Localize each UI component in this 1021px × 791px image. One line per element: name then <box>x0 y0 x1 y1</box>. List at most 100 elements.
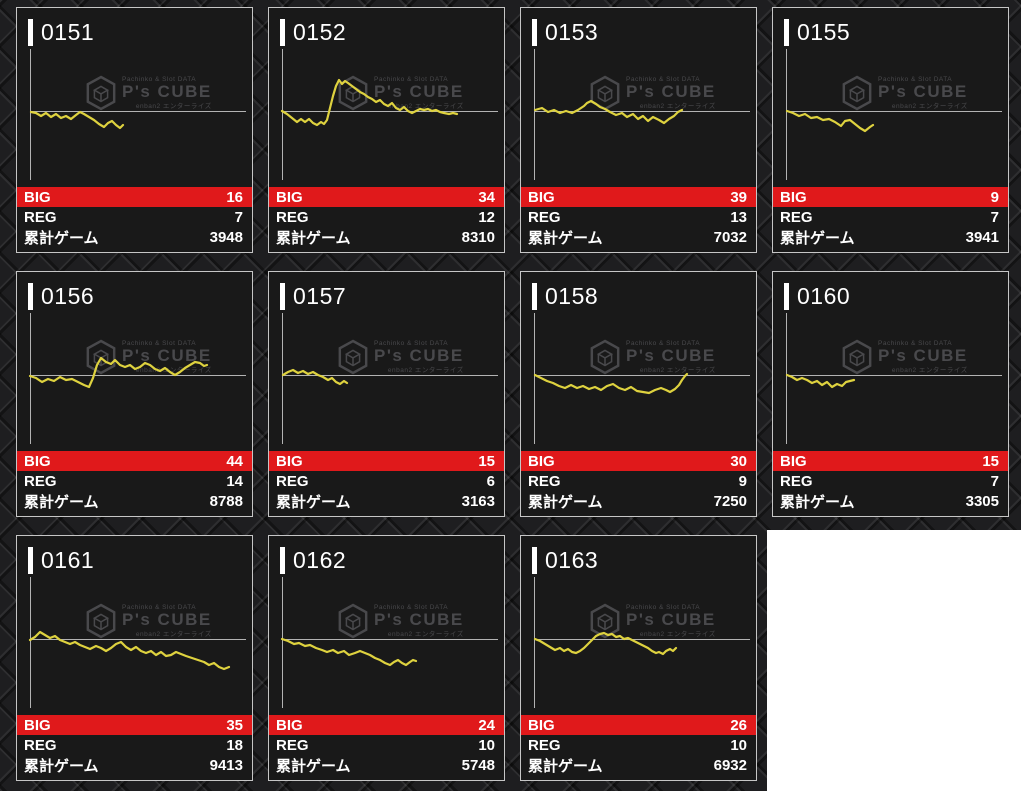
slump-graph <box>785 49 1002 180</box>
ps-cube-logo-icon <box>86 75 116 111</box>
slump-graph <box>280 49 498 180</box>
watermark-bottom: enban2 エンターライズ <box>135 631 212 638</box>
total-games-label: 累計ゲーム <box>528 229 603 247</box>
total-games-label: 累計ゲーム <box>528 493 603 511</box>
watermark: Pachinko & Slot DATA P's CUBE enban2 エンタ… <box>337 75 464 111</box>
machine-number: 0158 <box>545 283 599 309</box>
stats: BIG 15 REG 6 累計ゲーム 3163 <box>269 451 504 511</box>
machine-number: 0156 <box>41 283 95 309</box>
total-games-label: 累計ゲーム <box>276 493 351 511</box>
big-label: BIG <box>24 188 51 206</box>
big-value: 15 <box>982 452 999 470</box>
total-games-label: 累計ゲーム <box>528 757 603 775</box>
graph-line <box>29 110 125 130</box>
machine-number: 0155 <box>797 19 851 45</box>
watermark-bottom: enban2 エンターライズ <box>639 367 716 374</box>
watermark-main: P's CUBE <box>122 346 212 365</box>
reg-row: REG 14 <box>17 471 252 491</box>
total-games-row: 累計ゲーム 7250 <box>521 491 756 511</box>
machine-card[interactable]: 0153 Pachinko & Slot DATA P's CUBE enban… <box>520 7 757 253</box>
machine-card[interactable]: 0157 Pachinko & Slot DATA P's CUBE enban… <box>268 271 505 517</box>
graph-line <box>533 99 684 125</box>
slump-graph <box>28 313 246 444</box>
ps-cube-logo-icon <box>86 603 116 639</box>
watermark-main: P's CUBE <box>374 82 464 101</box>
watermark-main: P's CUBE <box>878 82 968 101</box>
big-row: BIG 26 <box>521 715 756 735</box>
graph-line <box>281 368 349 386</box>
watermark-bottom: enban2 エンターライズ <box>891 367 968 374</box>
big-value: 15 <box>478 452 495 470</box>
total-games-value: 5748 <box>461 756 495 774</box>
watermark: Pachinko & Slot DATA P's CUBE enban2 エンタ… <box>85 75 212 111</box>
header-bar <box>28 19 33 46</box>
graph-line <box>28 356 209 389</box>
watermark-top: Pachinko & Slot DATA <box>374 76 449 83</box>
big-row: BIG 9 <box>773 187 1008 207</box>
ps-cube-logo-icon <box>842 339 872 375</box>
machine-card[interactable]: 0162 Pachinko & Slot DATA P's CUBE enban… <box>268 535 505 781</box>
total-games-value: 3941 <box>965 228 999 246</box>
graph-line <box>280 78 459 127</box>
machine-card[interactable]: 0163 Pachinko & Slot DATA P's CUBE enban… <box>520 535 757 781</box>
card-header: 0153 <box>532 19 598 46</box>
machine-number: 0157 <box>293 283 347 309</box>
big-label: BIG <box>276 716 303 734</box>
big-value: 9 <box>990 188 999 206</box>
big-row: BIG 35 <box>17 715 252 735</box>
total-games-row: 累計ゲーム 3948 <box>17 227 252 247</box>
header-bar <box>280 283 285 310</box>
total-games-value: 7032 <box>713 228 747 246</box>
reg-value: 7 <box>990 472 999 490</box>
watermark-top: Pachinko & Slot DATA <box>626 76 701 83</box>
machine-card[interactable]: 0152 Pachinko & Slot DATA P's CUBE enban… <box>268 7 505 253</box>
big-label: BIG <box>276 452 303 470</box>
stats: BIG 9 REG 7 累計ゲーム 3941 <box>773 187 1008 247</box>
machine-grid: 0151 Pachinko & Slot DATA P's CUBE enban… <box>16 7 1009 781</box>
watermark-top: Pachinko & Slot DATA <box>878 76 953 83</box>
reg-label: REG <box>528 736 561 754</box>
machine-card[interactable]: 0160 Pachinko & Slot DATA P's CUBE enban… <box>772 271 1009 517</box>
ps-cube-logo-icon <box>338 603 368 639</box>
card-header: 0160 <box>784 283 850 310</box>
big-label: BIG <box>24 452 51 470</box>
reg-value: 13 <box>730 208 747 226</box>
reg-value: 6 <box>486 472 495 490</box>
watermark-bottom: enban2 エンターライズ <box>891 103 968 110</box>
header-bar <box>784 283 789 310</box>
big-value: 35 <box>226 716 243 734</box>
card-header: 0156 <box>28 283 94 310</box>
big-row: BIG 24 <box>269 715 504 735</box>
watermark: Pachinko & Slot DATA P's CUBE enban2 エンタ… <box>337 339 464 375</box>
reg-row: REG 13 <box>521 207 756 227</box>
slump-graph <box>533 313 750 444</box>
header-bar <box>532 283 537 310</box>
machine-card[interactable]: 0158 Pachinko & Slot DATA P's CUBE enban… <box>520 271 757 517</box>
watermark: Pachinko & Slot DATA P's CUBE enban2 エンタ… <box>85 603 212 639</box>
stats: BIG 39 REG 13 累計ゲーム 7032 <box>521 187 756 247</box>
big-row: BIG 15 <box>269 451 504 471</box>
watermark: Pachinko & Slot DATA P's CUBE enban2 エンタ… <box>337 603 464 639</box>
machine-card[interactable]: 0155 Pachinko & Slot DATA P's CUBE enban… <box>772 7 1009 253</box>
watermark-top: Pachinko & Slot DATA <box>374 340 449 347</box>
reg-label: REG <box>528 208 561 226</box>
slump-graph <box>785 313 1002 444</box>
slump-graph <box>533 577 750 708</box>
reg-row: REG 18 <box>17 735 252 755</box>
reg-value: 9 <box>738 472 747 490</box>
total-games-row: 累計ゲーム 7032 <box>521 227 756 247</box>
header-bar <box>280 19 285 46</box>
total-games-value: 3163 <box>461 492 495 510</box>
reg-value: 10 <box>730 736 747 754</box>
graph-line <box>280 637 418 667</box>
stats: BIG 24 REG 10 累計ゲーム 5748 <box>269 715 504 775</box>
machine-card[interactable]: 0151 Pachinko & Slot DATA P's CUBE enban… <box>16 7 253 253</box>
big-row: BIG 16 <box>17 187 252 207</box>
machine-card[interactable]: 0161 Pachinko & Slot DATA P's CUBE enban… <box>16 535 253 781</box>
reg-value: 7 <box>234 208 243 226</box>
total-games-label: 累計ゲーム <box>24 229 99 247</box>
reg-label: REG <box>780 472 813 490</box>
machine-card[interactable]: 0156 Pachinko & Slot DATA P's CUBE enban… <box>16 271 253 517</box>
header-bar <box>532 547 537 574</box>
stats: BIG 26 REG 10 累計ゲーム 6932 <box>521 715 756 775</box>
